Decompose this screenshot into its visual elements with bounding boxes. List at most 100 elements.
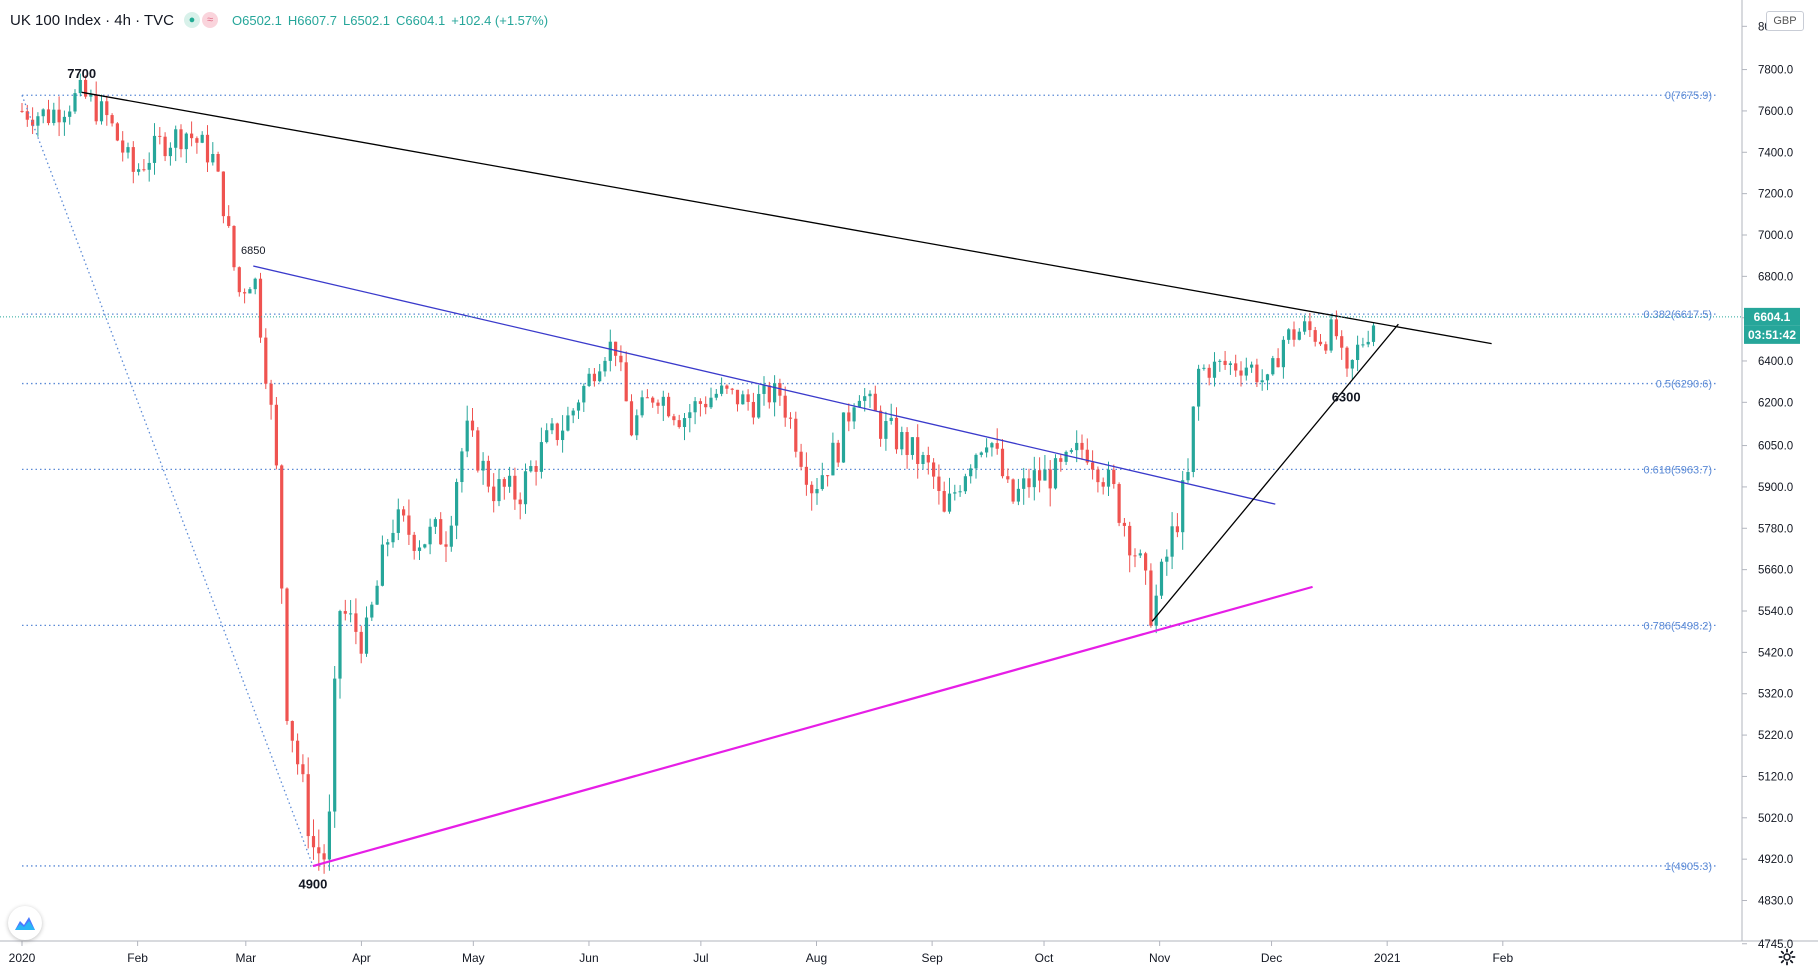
resistance-trendline[interactable] (81, 91, 1492, 345)
candle-body (253, 278, 257, 290)
candle-body (402, 509, 406, 516)
candle-body (449, 525, 453, 547)
candle-body (1128, 525, 1132, 556)
candle-body (1069, 450, 1073, 452)
candle-body (306, 774, 310, 837)
price-tick-label: 5020.0 (1758, 813, 1793, 825)
candle-body (550, 423, 554, 431)
candle-body (1106, 469, 1111, 487)
currency-button[interactable]: GBP (1766, 11, 1804, 31)
candle-body (1027, 478, 1031, 488)
candle-body (1318, 341, 1323, 345)
candle-body (953, 492, 957, 494)
chart-header: UK 100 Index · 4h · TVC ● ≈ O6502.1 H660… (10, 9, 548, 31)
candle-body (232, 225, 236, 268)
candle-body (158, 135, 162, 137)
candle-body (974, 454, 978, 469)
price-annotation: 6300 (1332, 390, 1361, 405)
candle-body (937, 476, 941, 492)
candle-body (455, 482, 459, 526)
candle-body (1265, 374, 1270, 381)
candle-body (322, 853, 326, 860)
candle-body (221, 171, 225, 217)
candle-body (115, 123, 119, 141)
candle-body (205, 134, 210, 163)
candle-body (364, 617, 369, 654)
symbol-title[interactable]: UK 100 Index · 4h · TVC (10, 12, 174, 29)
tradingview-logo-icon (15, 917, 35, 930)
candle-body (826, 475, 830, 477)
candle-body (147, 162, 151, 170)
price-tick-label: 4920.0 (1758, 854, 1793, 866)
candle-body (1371, 325, 1376, 342)
candle-body (338, 611, 342, 679)
candle-body (423, 544, 427, 548)
candle-body (1175, 526, 1179, 533)
candle-body (529, 466, 533, 472)
candle-body (598, 371, 602, 382)
candle-body (184, 133, 188, 150)
annotations: 7700 6850 4900 6300 (67, 66, 1360, 891)
price-tick-label: 5540.0 (1758, 606, 1793, 618)
tradingview-logo-icon[interactable] (8, 906, 42, 940)
channel-trendline[interactable] (253, 265, 1276, 505)
price-annotation: 4900 (298, 876, 327, 891)
fib-diagonal-trendline[interactable] (21, 94, 314, 867)
candle-body (174, 129, 178, 148)
candle-body (248, 289, 252, 294)
candle-body (788, 417, 793, 419)
candle-body (1234, 363, 1238, 371)
candle-body (1085, 449, 1089, 463)
candle-body (963, 476, 967, 492)
gear-icon[interactable] (1776, 946, 1798, 968)
candle-body (1048, 469, 1052, 489)
candle-body (94, 94, 98, 122)
candle-body (502, 479, 506, 487)
candle-body (783, 395, 787, 418)
rising-trendline[interactable] (1151, 323, 1399, 622)
candle-body (932, 462, 936, 477)
candle-body (582, 385, 586, 403)
candle-body (57, 109, 61, 123)
candle-body (608, 341, 612, 361)
time-tick-label: Dec (1261, 951, 1282, 965)
price-tick-label: 5900.0 (1758, 482, 1793, 494)
candle-body (926, 454, 930, 463)
candle-body (778, 383, 782, 396)
support-trendline[interactable] (312, 585, 1313, 868)
candle-body (476, 430, 480, 471)
time-tick-label: Jun (579, 951, 598, 965)
candle-body (412, 534, 416, 551)
candle-body (614, 341, 618, 356)
candle-body (110, 115, 114, 124)
candle-body (243, 292, 247, 294)
candle-body (603, 360, 607, 372)
title-separator: · (130, 11, 144, 29)
candle-body (656, 402, 660, 406)
candle-body (1165, 556, 1169, 562)
candle-body (836, 442, 840, 463)
candle-body (105, 101, 109, 116)
candle-body (1271, 358, 1275, 375)
candle-body (555, 423, 559, 441)
candle-body (1006, 476, 1010, 480)
candle-body (576, 402, 581, 411)
change-value: +102.4 (+1.57%) (451, 12, 549, 28)
price-tick-label: 5120.0 (1758, 771, 1793, 783)
price-tick-label: 7400.0 (1758, 147, 1793, 159)
candle-body (990, 443, 994, 448)
candle-body (969, 468, 973, 477)
candle-body (523, 471, 528, 505)
time-tick-label: Feb (1492, 951, 1513, 965)
candle-body (1292, 329, 1296, 340)
dot-icon[interactable]: ● (184, 12, 200, 28)
candle-body (391, 532, 395, 543)
candle-body (89, 94, 93, 97)
candle-body (1212, 361, 1217, 378)
candle-body (370, 604, 374, 618)
wave-icon[interactable]: ≈ (202, 12, 218, 28)
candle-body (682, 418, 687, 428)
candle-body (25, 111, 29, 120)
